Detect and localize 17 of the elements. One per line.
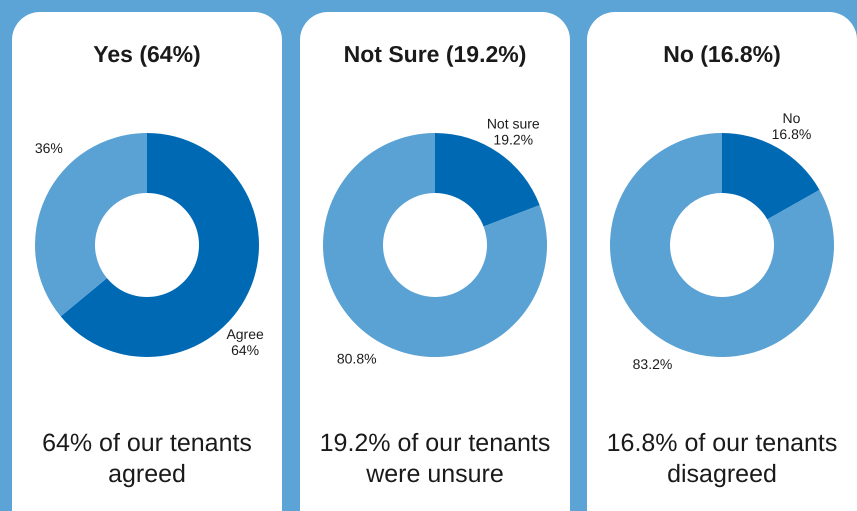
donut-slice (435, 133, 540, 226)
chart-title: Yes (64%) (93, 41, 201, 67)
data-label: 64% (231, 342, 260, 358)
chart-title: No (16.8%) (663, 41, 781, 67)
data-label: 83.2% (632, 356, 672, 372)
slice-label: No (782, 110, 801, 126)
data-label: 19.2% (493, 131, 534, 148)
data-label: 80.8% (336, 350, 377, 367)
text: 19.2% of our tenants were unsure (320, 429, 550, 488)
donut-slice (35, 133, 147, 316)
slice-label: Not sure (486, 115, 540, 132)
text: 16.8% of our tenants disagreed (606, 429, 838, 488)
chart-title: Not Sure (19.2%) (344, 41, 526, 67)
data-label: 16.8% (772, 126, 812, 142)
data-label: 36% (34, 140, 63, 156)
text: 64% of our tenants agreed (42, 429, 252, 488)
slice-label: Agree (226, 326, 264, 342)
